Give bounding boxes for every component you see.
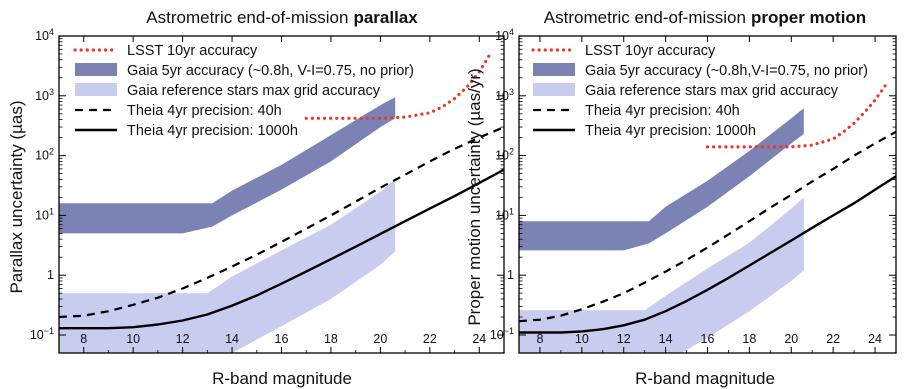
y-tick-exponent: 4 <box>509 27 514 37</box>
x-axis-label: R-band magnitude <box>212 369 352 388</box>
x-tick-label: 22 <box>826 332 840 346</box>
line-theia-1000h <box>519 175 896 334</box>
y-tick-exponent: 2 <box>49 147 54 157</box>
x-tick-label: 10 <box>126 332 140 346</box>
legend-label: Gaia 5yr accuracy (~0.8h, V-I=0.75, no p… <box>127 63 414 79</box>
y-tick-label: 104 <box>495 27 514 43</box>
band-gaia-reference-stars <box>59 179 396 353</box>
chart-title: Astrometric end-of-mission proper motion <box>544 8 866 27</box>
y-tick-exponent: 1 <box>49 206 54 216</box>
plot-marks <box>59 49 504 353</box>
x-tick-label: 14 <box>659 332 673 346</box>
chart-title: Astrometric end-of-mission parallax <box>146 8 418 27</box>
x-axis-label: R-band magnitude <box>635 369 775 388</box>
y-tick-exponent: 1 <box>509 206 514 216</box>
parallax-chart: Astrometric end-of-mission parallax R-ban… <box>7 8 505 388</box>
x-tick-label: 16 <box>275 332 289 346</box>
legend: LSST 10yr accuracy Gaia 5yr accuracy (~0.… <box>73 43 414 139</box>
y-tick-exponent: 2 <box>509 147 514 157</box>
y-tick-label: 103 <box>495 87 514 103</box>
band-gaia-5yr <box>59 97 396 234</box>
y-tick-label: 101 <box>35 206 54 222</box>
y-tick-exponent: 4 <box>49 27 54 37</box>
line-lsst-10yr <box>304 49 494 120</box>
band-gaia-reference-stars <box>519 197 804 353</box>
line-theia-40h <box>59 126 504 319</box>
chart-title-bold: parallax <box>353 8 418 27</box>
x-tick-label: 20 <box>373 332 387 346</box>
legend-label: Theia 4yr precision: 1000h <box>585 123 756 139</box>
legend-label: Gaia reference stars max grid accuracy <box>585 83 839 99</box>
y-tick-exponent: −1 <box>504 326 514 336</box>
legend-swatch-gaia-5yr <box>75 63 117 76</box>
x-tick-label: 24 <box>868 332 882 346</box>
x-tick-label: 18 <box>742 332 756 346</box>
y-axis-label: Parallax uncertainty (µas) <box>7 100 26 293</box>
legend: LSST 10yr accuracy Gaia 5yr accuracy (~0.… <box>531 43 868 139</box>
y-tick-label: 104 <box>35 27 54 43</box>
legend-label: LSST 10yr accuracy <box>585 43 716 59</box>
x-tick-label: 8 <box>80 332 87 346</box>
y-tick-exponent: 3 <box>49 87 54 97</box>
y-tick-label: 10−1 <box>490 326 514 342</box>
y-tick-label: 1 <box>507 268 514 282</box>
y-axis-label: Proper motion uncertainty (µas/yr) <box>465 68 484 325</box>
legend-swatch-gaia-5yr <box>533 63 575 76</box>
y-tick-label: 102 <box>35 147 54 163</box>
legend-label: Theia 4yr precision: 1000h <box>127 123 298 139</box>
legend-label: Gaia reference stars max grid accuracy <box>127 83 381 99</box>
y-tick-exponent: 3 <box>509 87 514 97</box>
y-tick-label: 1 <box>47 268 54 282</box>
chart-title-main: Astrometric end-of-mission <box>544 8 746 27</box>
chart-title-bold: proper motion <box>751 8 866 27</box>
x-tick-label: 24 <box>472 332 486 346</box>
legend-label: Theia 4yr precision: 40h <box>127 103 282 119</box>
line-lsst-10yr <box>705 83 888 149</box>
x-tick-label: 22 <box>423 332 437 346</box>
line-theia-40h <box>519 130 896 323</box>
plot-area <box>519 83 896 353</box>
x-tick-label: 18 <box>324 332 338 346</box>
y-tick-label: 103 <box>35 87 54 103</box>
legend-label: Theia 4yr precision: 40h <box>585 103 740 119</box>
line-theia-1000h <box>59 168 504 330</box>
legend-swatch-gaia-reference <box>75 83 117 96</box>
legend-label: Gaia 5yr accuracy (~0.8h,V-I=0.75, no pr… <box>585 63 868 79</box>
x-tick-label: 16 <box>701 332 715 346</box>
x-tick-label: 12 <box>617 332 631 346</box>
legend-swatch-gaia-reference <box>533 83 575 96</box>
y-tick-exponent: −1 <box>44 326 54 336</box>
y-tick-label: 10−1 <box>30 326 54 342</box>
y-tick-label: 101 <box>495 206 514 222</box>
proper-motion-chart: Astrometric end-of-mission proper motion … <box>465 8 897 388</box>
band-gaia-5yr <box>519 108 804 251</box>
y-tick-label: 102 <box>495 147 514 163</box>
x-tick-label: 20 <box>784 332 798 346</box>
plot-marks <box>519 83 896 353</box>
chart-title-main: Astrometric end-of-mission <box>146 8 348 27</box>
x-tick-label: 8 <box>536 332 543 346</box>
plot-area <box>59 49 504 353</box>
x-tick-label: 14 <box>225 332 239 346</box>
x-tick-label: 12 <box>176 332 190 346</box>
x-tick-label: 10 <box>575 332 589 346</box>
legend-label: LSST 10yr accuracy <box>127 43 258 59</box>
